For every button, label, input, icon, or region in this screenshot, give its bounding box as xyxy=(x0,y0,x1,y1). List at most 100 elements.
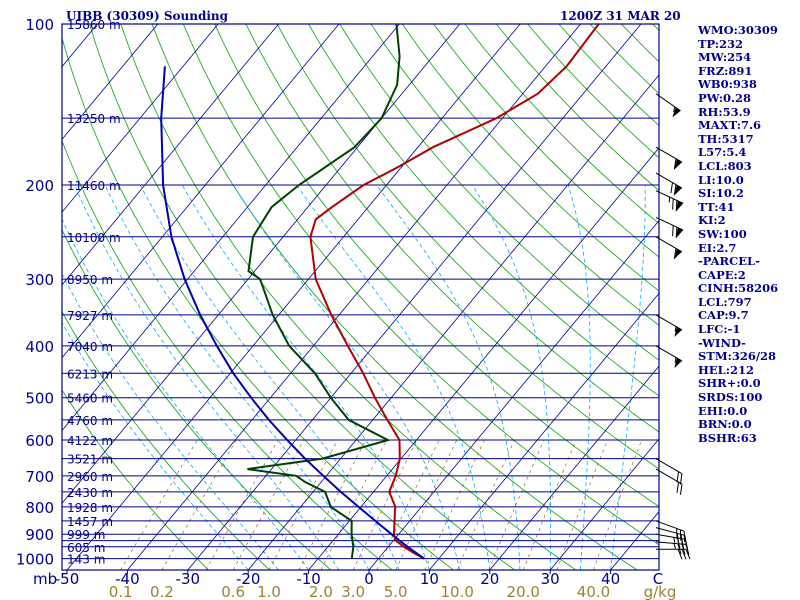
stat-item: LCL:797 xyxy=(698,294,752,309)
pressure-unit-label: mb xyxy=(33,570,57,588)
stat-item: PW:0.28 xyxy=(698,90,752,105)
moist-adiabat xyxy=(62,273,279,570)
wind-barb-flag xyxy=(681,549,687,560)
height-label: 4760 m xyxy=(67,414,113,428)
wind-barb-flag xyxy=(673,248,677,259)
isotherm xyxy=(62,24,340,359)
stat-item: SHR+:0.0 xyxy=(698,376,761,391)
wind-barb-staff xyxy=(655,520,685,532)
wind-barb xyxy=(655,236,683,259)
height-label: 999 m xyxy=(67,528,105,542)
mixing-ratio-tick-label: 5.0 xyxy=(384,583,408,600)
stat-item: TT:41 xyxy=(698,199,735,214)
dry-adiabat xyxy=(151,24,638,570)
wind-barb-flag xyxy=(685,544,690,555)
dry-adiabat xyxy=(276,24,659,433)
height-label: 15860 m xyxy=(67,18,121,32)
wind-barb-pennant xyxy=(674,185,682,196)
isotherm xyxy=(489,365,659,570)
stat-item: WMO:30309 xyxy=(698,23,778,37)
moist-adiabat xyxy=(181,184,430,570)
stat-item: BSHR:63 xyxy=(698,430,757,445)
wind-barb xyxy=(655,216,684,238)
station-title: UIBB (30309) Sounding xyxy=(66,9,229,23)
mixing-ratio-line xyxy=(395,439,458,570)
stat-item: TH:5317 xyxy=(698,131,754,146)
isotherm xyxy=(549,438,659,570)
dry-adiabat xyxy=(401,24,659,292)
wind-barb-staff xyxy=(655,527,686,536)
isotherm xyxy=(187,24,642,570)
temperature-line xyxy=(309,24,600,560)
wind-barb-staff xyxy=(655,146,683,163)
moist-adiabat xyxy=(104,184,370,570)
stat-item: -PARCEL- xyxy=(698,254,760,269)
sounding-indices: WMO:30309 TP:232 MW:254 FRZ:891 WB0:938 PW:0.… xyxy=(698,23,779,445)
mixing-ratio-tick-label: 10.0 xyxy=(441,583,474,600)
isotherm xyxy=(62,24,159,141)
isotherm xyxy=(247,74,659,570)
stat-item: L57:5.4 xyxy=(698,145,747,160)
mixing-ratio-line xyxy=(161,439,237,570)
wind-barb-half-flag xyxy=(674,326,677,332)
isotherm xyxy=(62,24,400,432)
temperature-tick-label: -40 xyxy=(115,570,140,588)
wind-barb xyxy=(655,93,681,118)
mixing-ratio-line xyxy=(120,439,198,570)
stat-item: BRN:0.0 xyxy=(698,417,752,432)
wind-barb-half-flag xyxy=(674,357,677,363)
moist-adiabat xyxy=(567,184,591,570)
mixing-ratio-tick-label: 40.0 xyxy=(577,583,610,600)
wind-barb xyxy=(655,468,683,495)
wind-barb-half-flag xyxy=(668,196,671,203)
height-label: 7927 m xyxy=(67,309,113,323)
mixing-ratio-line xyxy=(352,439,418,570)
moist-adiabat xyxy=(62,321,249,570)
height-label: 4122 m xyxy=(67,434,113,448)
temperature-tick-label: 40 xyxy=(601,570,620,588)
moist-adiabat xyxy=(139,184,400,570)
wind-barb xyxy=(655,314,683,338)
stat-item: TP:232 xyxy=(698,36,744,51)
dry-adiabat xyxy=(89,24,515,570)
height-label: 3521 m xyxy=(67,453,113,467)
parcel-line xyxy=(160,66,425,560)
isotherm xyxy=(429,292,659,570)
pressure-tick-label: 400 xyxy=(25,338,54,356)
pressure-tick-label: 600 xyxy=(25,432,54,450)
stat-item: CINH:58206 xyxy=(698,281,779,296)
observation-time: 1200Z 31 MAR 20 xyxy=(560,9,681,23)
temperature-tick-label: 0 xyxy=(364,570,374,588)
stat-item: CAP:9.7 xyxy=(698,308,749,323)
dry-adiabat xyxy=(308,24,659,397)
mixing-ratio-unit-label: g/kg xyxy=(644,583,677,600)
stat-item: EHI:0.0 xyxy=(698,403,748,418)
moist-adiabat xyxy=(62,218,309,570)
wind-barb-staff xyxy=(655,541,686,545)
wind-barb-flag xyxy=(676,471,680,483)
wind-barb-pennant xyxy=(674,326,682,338)
mixing-ratio-tick-label: 0.6 xyxy=(221,583,245,600)
wind-barb-pennant xyxy=(674,357,682,369)
pressure-tick-label: 100 xyxy=(25,16,54,34)
height-label: 605 m xyxy=(67,541,105,555)
wind-barb-half-flag xyxy=(673,106,676,113)
pressure-tick-label: 200 xyxy=(25,177,54,195)
wind-barb-staff xyxy=(655,93,681,112)
mixing-ratio-line xyxy=(488,439,545,570)
stat-item: HEL:212 xyxy=(698,362,754,377)
dry-adiabat xyxy=(62,36,454,570)
moist-adiabat xyxy=(610,185,646,570)
pressure-tick-label: 700 xyxy=(25,468,54,486)
temperature-tick-label: -20 xyxy=(236,570,261,588)
mixing-ratio-tick-label: 1.0 xyxy=(257,583,281,600)
mixing-ratio-line xyxy=(522,439,577,570)
height-label: 2430 m xyxy=(67,486,113,500)
wind-barb-staff xyxy=(655,458,683,475)
mixing-ratio-tick-label: 20.0 xyxy=(507,583,540,600)
wind-barb-pennant xyxy=(676,200,684,212)
dry-adiabat xyxy=(339,24,659,361)
temperature-unit-label: C xyxy=(653,570,663,588)
dry-adiabat xyxy=(62,310,271,570)
wind-barb xyxy=(655,541,690,555)
